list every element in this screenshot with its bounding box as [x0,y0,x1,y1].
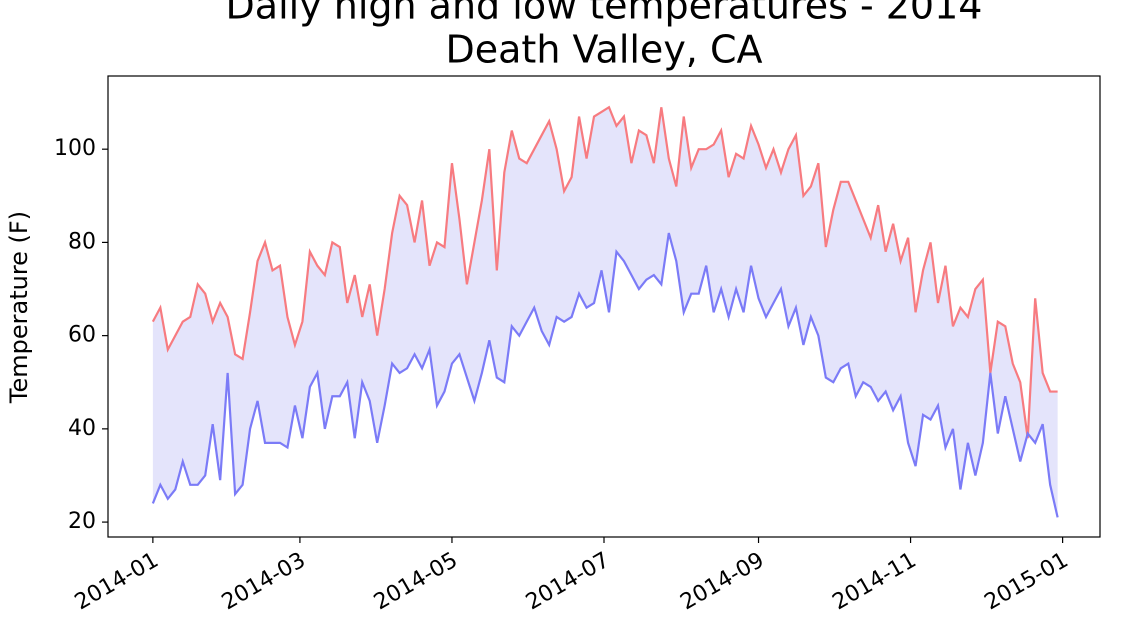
y-axis-label: Temperature (F) [5,211,33,404]
y-tick-label: 20 [68,509,96,534]
y-tick-label: 40 [68,416,96,441]
x-tick-label: 2014-01 [71,548,163,616]
series-line [151,232,1059,518]
x-tick-label: 2014-05 [370,548,462,616]
series-line [151,105,1058,439]
y-tick-label: 60 [68,323,96,348]
x-tick-label: 2014-09 [676,548,768,616]
x-tick-label: 2014-11 [828,548,920,616]
x-tick-label: 2014-03 [218,548,310,616]
x-tick-label: 2014-07 [522,548,614,616]
x-tick-label: 2015-01 [981,548,1073,616]
fill-between [152,107,1058,518]
chart-title: Daily high and low temperatures - 2014 [226,0,983,28]
y-tick-label: 100 [54,136,96,161]
y-tick-label: 80 [68,229,96,254]
chart-title: Death Valley, CA [446,28,763,72]
